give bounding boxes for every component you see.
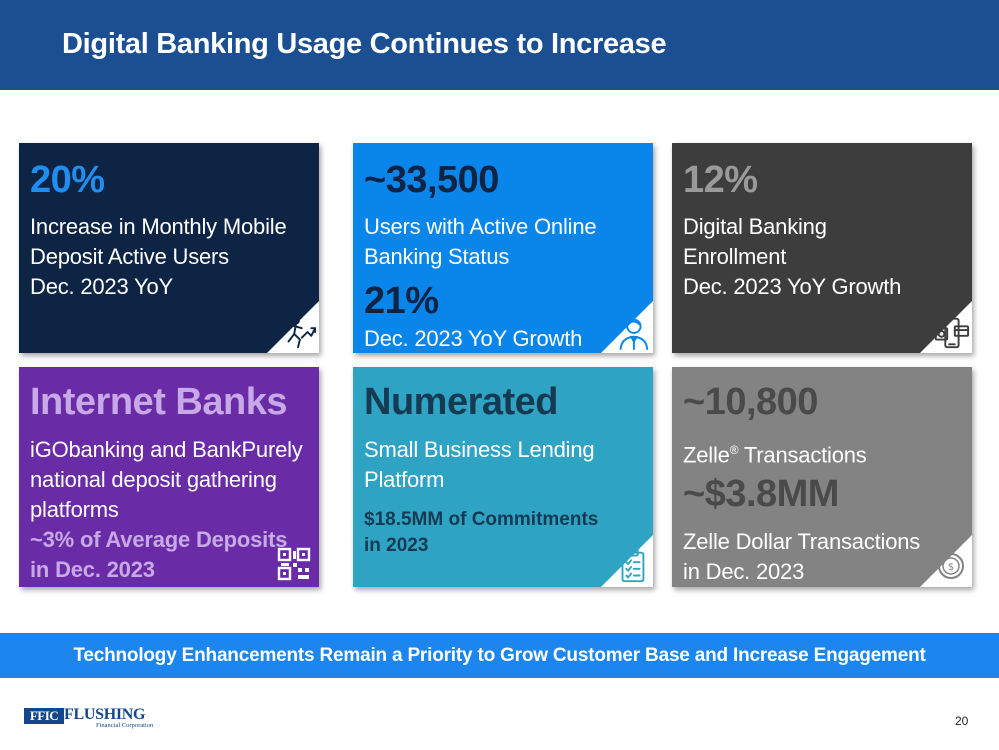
tile-numerated: Numerated Small Business Lending Platfor… [353,367,653,587]
tile-stat: Internet Banks [30,381,287,423]
tile-text-line: Dec. 2023 YoY [30,274,173,299]
tile-mobile-deposit: 20% Increase in Monthly Mobile Deposit A… [19,143,319,353]
user-icon [619,318,649,351]
tile-online-banking: ~33,500 Users with Active Online Banking… [353,143,653,353]
tile-text-line: Digital Banking [683,214,827,239]
clipboard-icon [621,548,645,583]
tile-text-line: in Dec. 2023 [683,559,805,584]
company-logo: FFIC FLUSHING Financial Corporation [24,706,164,730]
tile-text-line: Small Business Lending [364,437,595,462]
tile-stat: Numerated [364,381,559,423]
tile-text-line: Platform [364,467,445,492]
tile-text-line: Banking Status [364,244,510,269]
tile-text-line: Enrollment [683,244,787,269]
tile-text-line: Dec. 2023 YoY Growth [364,326,583,351]
tile-text-line: Increase in Monthly Mobile [30,214,287,239]
tile-text-line: Zelle Dollar Transactions [683,529,921,554]
tile-zelle: ~10,800 Zelle® Transactions ~$3.8MM Zell… [672,367,972,587]
logo-sub: Financial Corporation [96,722,154,729]
tile-text-line: Users with Active Online [364,214,597,239]
tile-text-line: Deposit Active Users [30,244,229,269]
tile-stat: ~10,800 [683,381,818,423]
logo-box: FFIC [24,708,64,724]
zelle-transactions-label: Zelle® Transactions [683,435,867,470]
tile-text-line: Dec. 2023 YoY Growth [683,274,902,299]
growth-person-icon [282,316,317,349]
tile-stat: 12% [683,159,758,201]
zelle-name: Zelle [683,442,730,468]
tile-highlight: $18.5MM of Commitments [364,509,599,530]
tile-stat-secondary: 21% [364,280,439,322]
logo-name: FLUSHING [64,706,146,723]
tile-highlight: in Dec. 2023 [30,557,155,582]
registered-mark: ® [729,443,739,457]
tile-stat: 20% [30,159,105,201]
qr-code-icon [277,547,311,581]
coin-icon: $ [938,553,964,579]
tile-highlight: in 2023 [364,535,429,556]
tile-text-line: platforms [30,497,119,522]
zelle-rest: Transactions [738,442,867,468]
header-bar: Digital Banking Usage Continues to Incre… [0,0,999,90]
tile-internet-banks: Internet Banks iGObanking and BankPurely… [19,367,319,587]
svg-text:$: $ [948,562,954,573]
tile-stat: ~33,500 [364,159,499,201]
tile-stat-secondary: ~$3.8MM [683,473,839,515]
page-title: Digital Banking Usage Continues to Incre… [62,28,667,60]
tile-text-line: iGObanking and BankPurely [30,437,303,462]
tile-digital-enrollment: 12% Digital Banking Enrollment Dec. 2023… [672,143,972,353]
tile-text-line: national deposit gathering [30,467,277,492]
mobile-payment-icon [934,317,970,349]
priority-banner: Technology Enhancements Remain a Priorit… [0,633,999,678]
tile-highlight: ~3% of Average Deposits [30,527,288,552]
banner-text: Technology Enhancements Remain a Priorit… [73,645,926,666]
page-number: 20 [955,714,969,728]
